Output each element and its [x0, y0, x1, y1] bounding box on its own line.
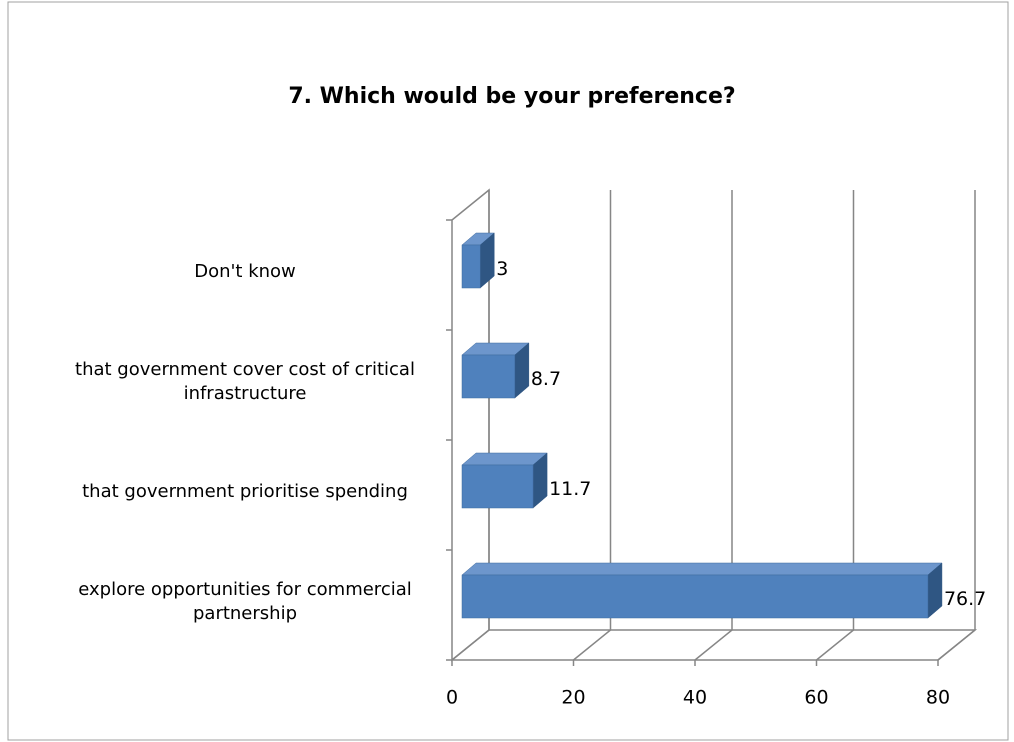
- y-tick-label: that government cover cost of critical i…: [75, 359, 415, 404]
- x-tick-label: 20: [561, 687, 585, 709]
- bar: [461, 354, 516, 399]
- x-tick-label: 80: [926, 687, 950, 709]
- floor-grid-line: [937, 629, 976, 661]
- x-tick-label: 40: [683, 687, 707, 709]
- x-tick-label: 60: [804, 687, 828, 709]
- value-label: 11.7: [549, 478, 591, 500]
- chart-border: [7, 1, 1009, 741]
- y-tick-label: that government prioritise spending: [82, 481, 408, 502]
- x-tick-label: 0: [446, 687, 458, 709]
- floor-grid-line: [694, 629, 733, 661]
- bar: [461, 464, 534, 509]
- value-label: 3: [496, 258, 508, 280]
- value-label: 76.7: [944, 588, 986, 610]
- bar: [461, 574, 929, 619]
- value-label: 8.7: [531, 368, 561, 390]
- chart-title: 7. Which would be your preference?: [288, 84, 735, 109]
- bar: [461, 244, 481, 289]
- floor-grid-line: [451, 629, 490, 661]
- floor-grid-line: [573, 629, 611, 661]
- y-tick-label: explore opportunities for commercial par…: [78, 579, 412, 624]
- floor-grid-line: [816, 629, 854, 661]
- bar-top: [461, 562, 943, 576]
- y-tick-label: Don't know: [194, 261, 296, 282]
- bar-top: [461, 452, 548, 466]
